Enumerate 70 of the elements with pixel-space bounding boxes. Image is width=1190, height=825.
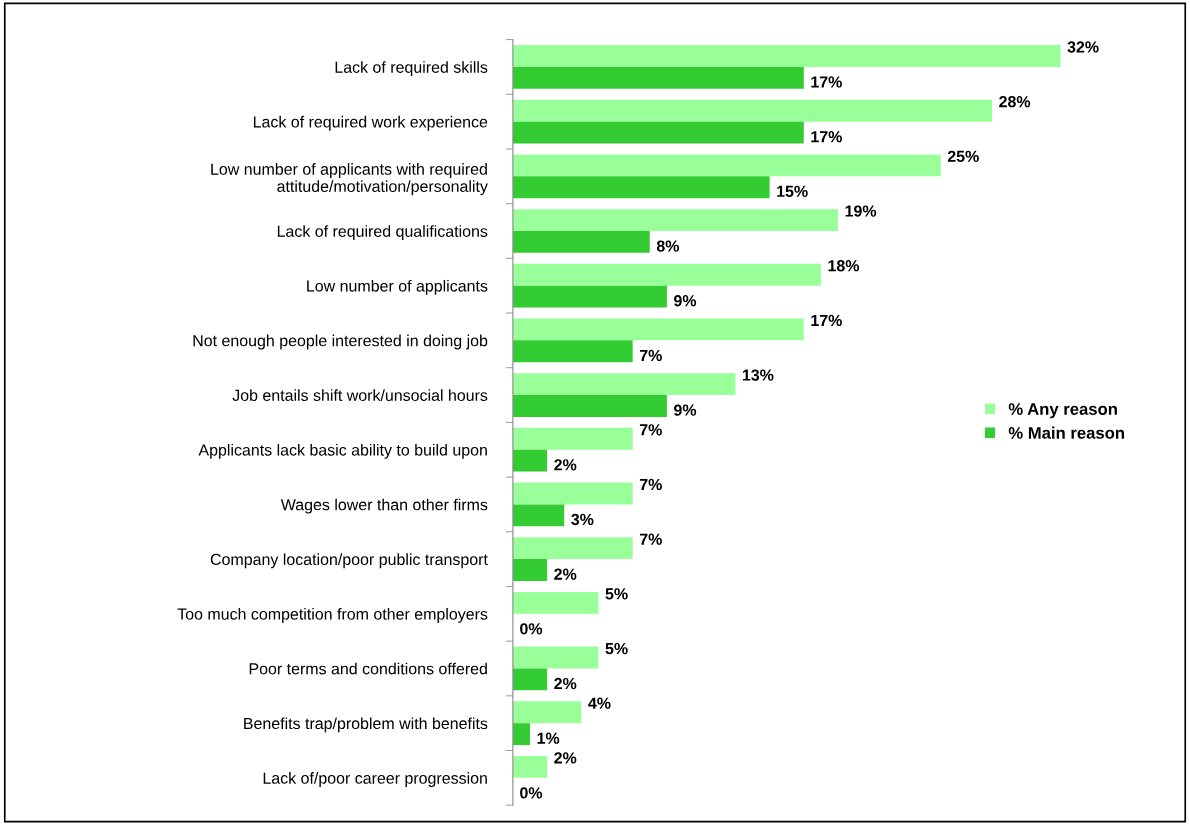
data-label: 8%: [656, 240, 680, 252]
bar: [512, 318, 804, 341]
data-label: 3%: [571, 513, 594, 526]
y-tick-label: Lack of required skills: [335, 61, 488, 77]
bar: [512, 559, 548, 581]
y-tick-label: Applicants lack basic ability to build upon: [198, 443, 487, 459]
data-label: 9%: [674, 404, 697, 416]
bar: [512, 209, 839, 231]
bar: [512, 263, 821, 286]
data-label: 18%: [828, 260, 860, 272]
legend-label: % Main reason: [1008, 426, 1124, 439]
data-label: 7%: [639, 478, 662, 491]
bar: [512, 537, 633, 560]
data-label: 7%: [639, 533, 662, 545]
bar: [512, 701, 582, 724]
y-tick-label: Lack of required work experience: [253, 115, 488, 131]
data-label: 1%: [537, 732, 560, 744]
data-label: 17%: [811, 76, 842, 88]
y-tick-label: Too much competition from other employers: [177, 608, 488, 623]
data-label: 17%: [811, 314, 842, 327]
data-label: 7%: [639, 424, 662, 436]
bar: [512, 427, 633, 450]
data-label: 9%: [674, 295, 697, 307]
y-tick-label: Poor terms and conditions offered: [249, 662, 487, 675]
bar: [512, 755, 548, 778]
data-label: 7%: [639, 349, 662, 362]
data-label: 4%: [588, 697, 611, 709]
data-label: 28%: [999, 96, 1031, 108]
data-label: 13%: [742, 369, 774, 381]
data-label: 0%: [520, 623, 543, 635]
bar: [512, 504, 565, 527]
y-tick-label: Job entails shift work/unsocial hours: [232, 389, 488, 401]
bar: [512, 121, 804, 144]
data-label: 5%: [605, 642, 628, 655]
data-label: 32%: [1067, 41, 1099, 53]
bar: [512, 668, 548, 691]
bar: [512, 373, 736, 396]
bar: [512, 723, 530, 746]
y-tick-label: Lack of required qualifications: [277, 225, 488, 241]
bar: [512, 340, 633, 363]
bar: [512, 285, 667, 308]
data-label: 5%: [605, 588, 628, 600]
bar: [512, 154, 941, 177]
y-tick-label: Wages lower than other firms: [280, 498, 488, 514]
bar: [512, 449, 548, 472]
data-label: 2%: [554, 459, 577, 471]
bar: [512, 482, 633, 505]
y-tick-label: Low number of applicants: [307, 279, 488, 295]
bar: [512, 395, 667, 417]
y-tick-label: Not enough people interested in doing job: [193, 334, 488, 350]
bar: [512, 591, 599, 614]
data-label: 2%: [554, 752, 577, 764]
bar: [512, 45, 1061, 67]
y-tick-label: Low number of applicants with required attitude/motivation/personality: [211, 163, 488, 196]
bar: [512, 231, 650, 253]
data-label: 2%: [554, 677, 577, 690]
bar: [512, 99, 993, 122]
data-label: 25%: [947, 150, 979, 163]
bar: [512, 66, 804, 89]
y-tick-label: Benefits trap/problem with benefits: [244, 717, 488, 733]
data-label: 15%: [777, 185, 808, 198]
bar: [512, 176, 770, 199]
legend-label: % Any reason: [1008, 403, 1117, 419]
y-tick-label: Company location/poor public transport: [210, 553, 488, 569]
y-tick-label: Lack of/poor career progression: [263, 772, 487, 787]
data-label: 0%: [520, 787, 543, 799]
data-label: 2%: [554, 568, 577, 580]
data-label: 19%: [845, 205, 877, 217]
data-label: 17%: [811, 131, 842, 143]
bar: [512, 646, 599, 669]
